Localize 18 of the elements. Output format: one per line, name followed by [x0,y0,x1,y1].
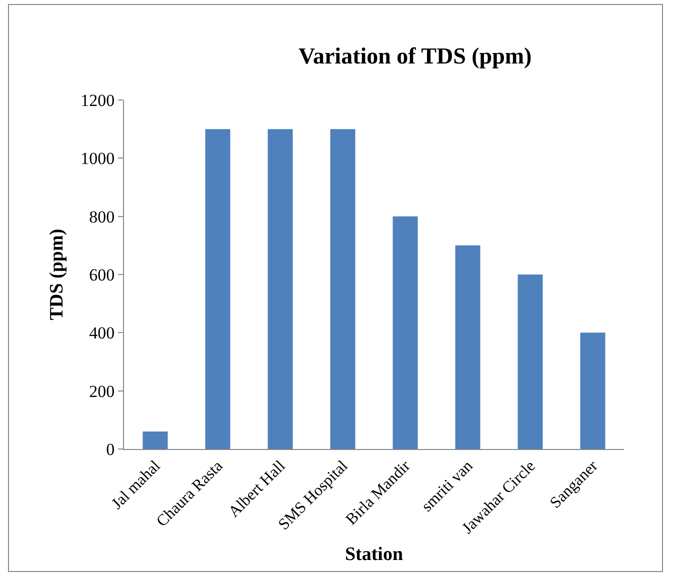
y-tick-label: 1000 [80,149,115,168]
y-tick-label: 0 [106,440,115,459]
y-tick-label: 600 [89,265,115,284]
bar [205,129,230,449]
chart-title: Variation of TDS (ppm) [298,44,532,69]
bar [142,432,168,449]
y-axis-title: TDS (ppm) [46,228,68,320]
y-tick-label: 1200 [80,90,115,110]
bar [268,129,293,449]
bar [455,245,480,449]
y-tick-label: 800 [89,207,115,226]
y-tick-label: 400 [89,324,115,343]
bar [580,332,606,449]
bar [392,216,418,449]
bar [518,274,543,449]
y-tick-label: 200 [89,382,115,401]
x-axis-title: Station [344,544,404,566]
bar [330,129,356,449]
